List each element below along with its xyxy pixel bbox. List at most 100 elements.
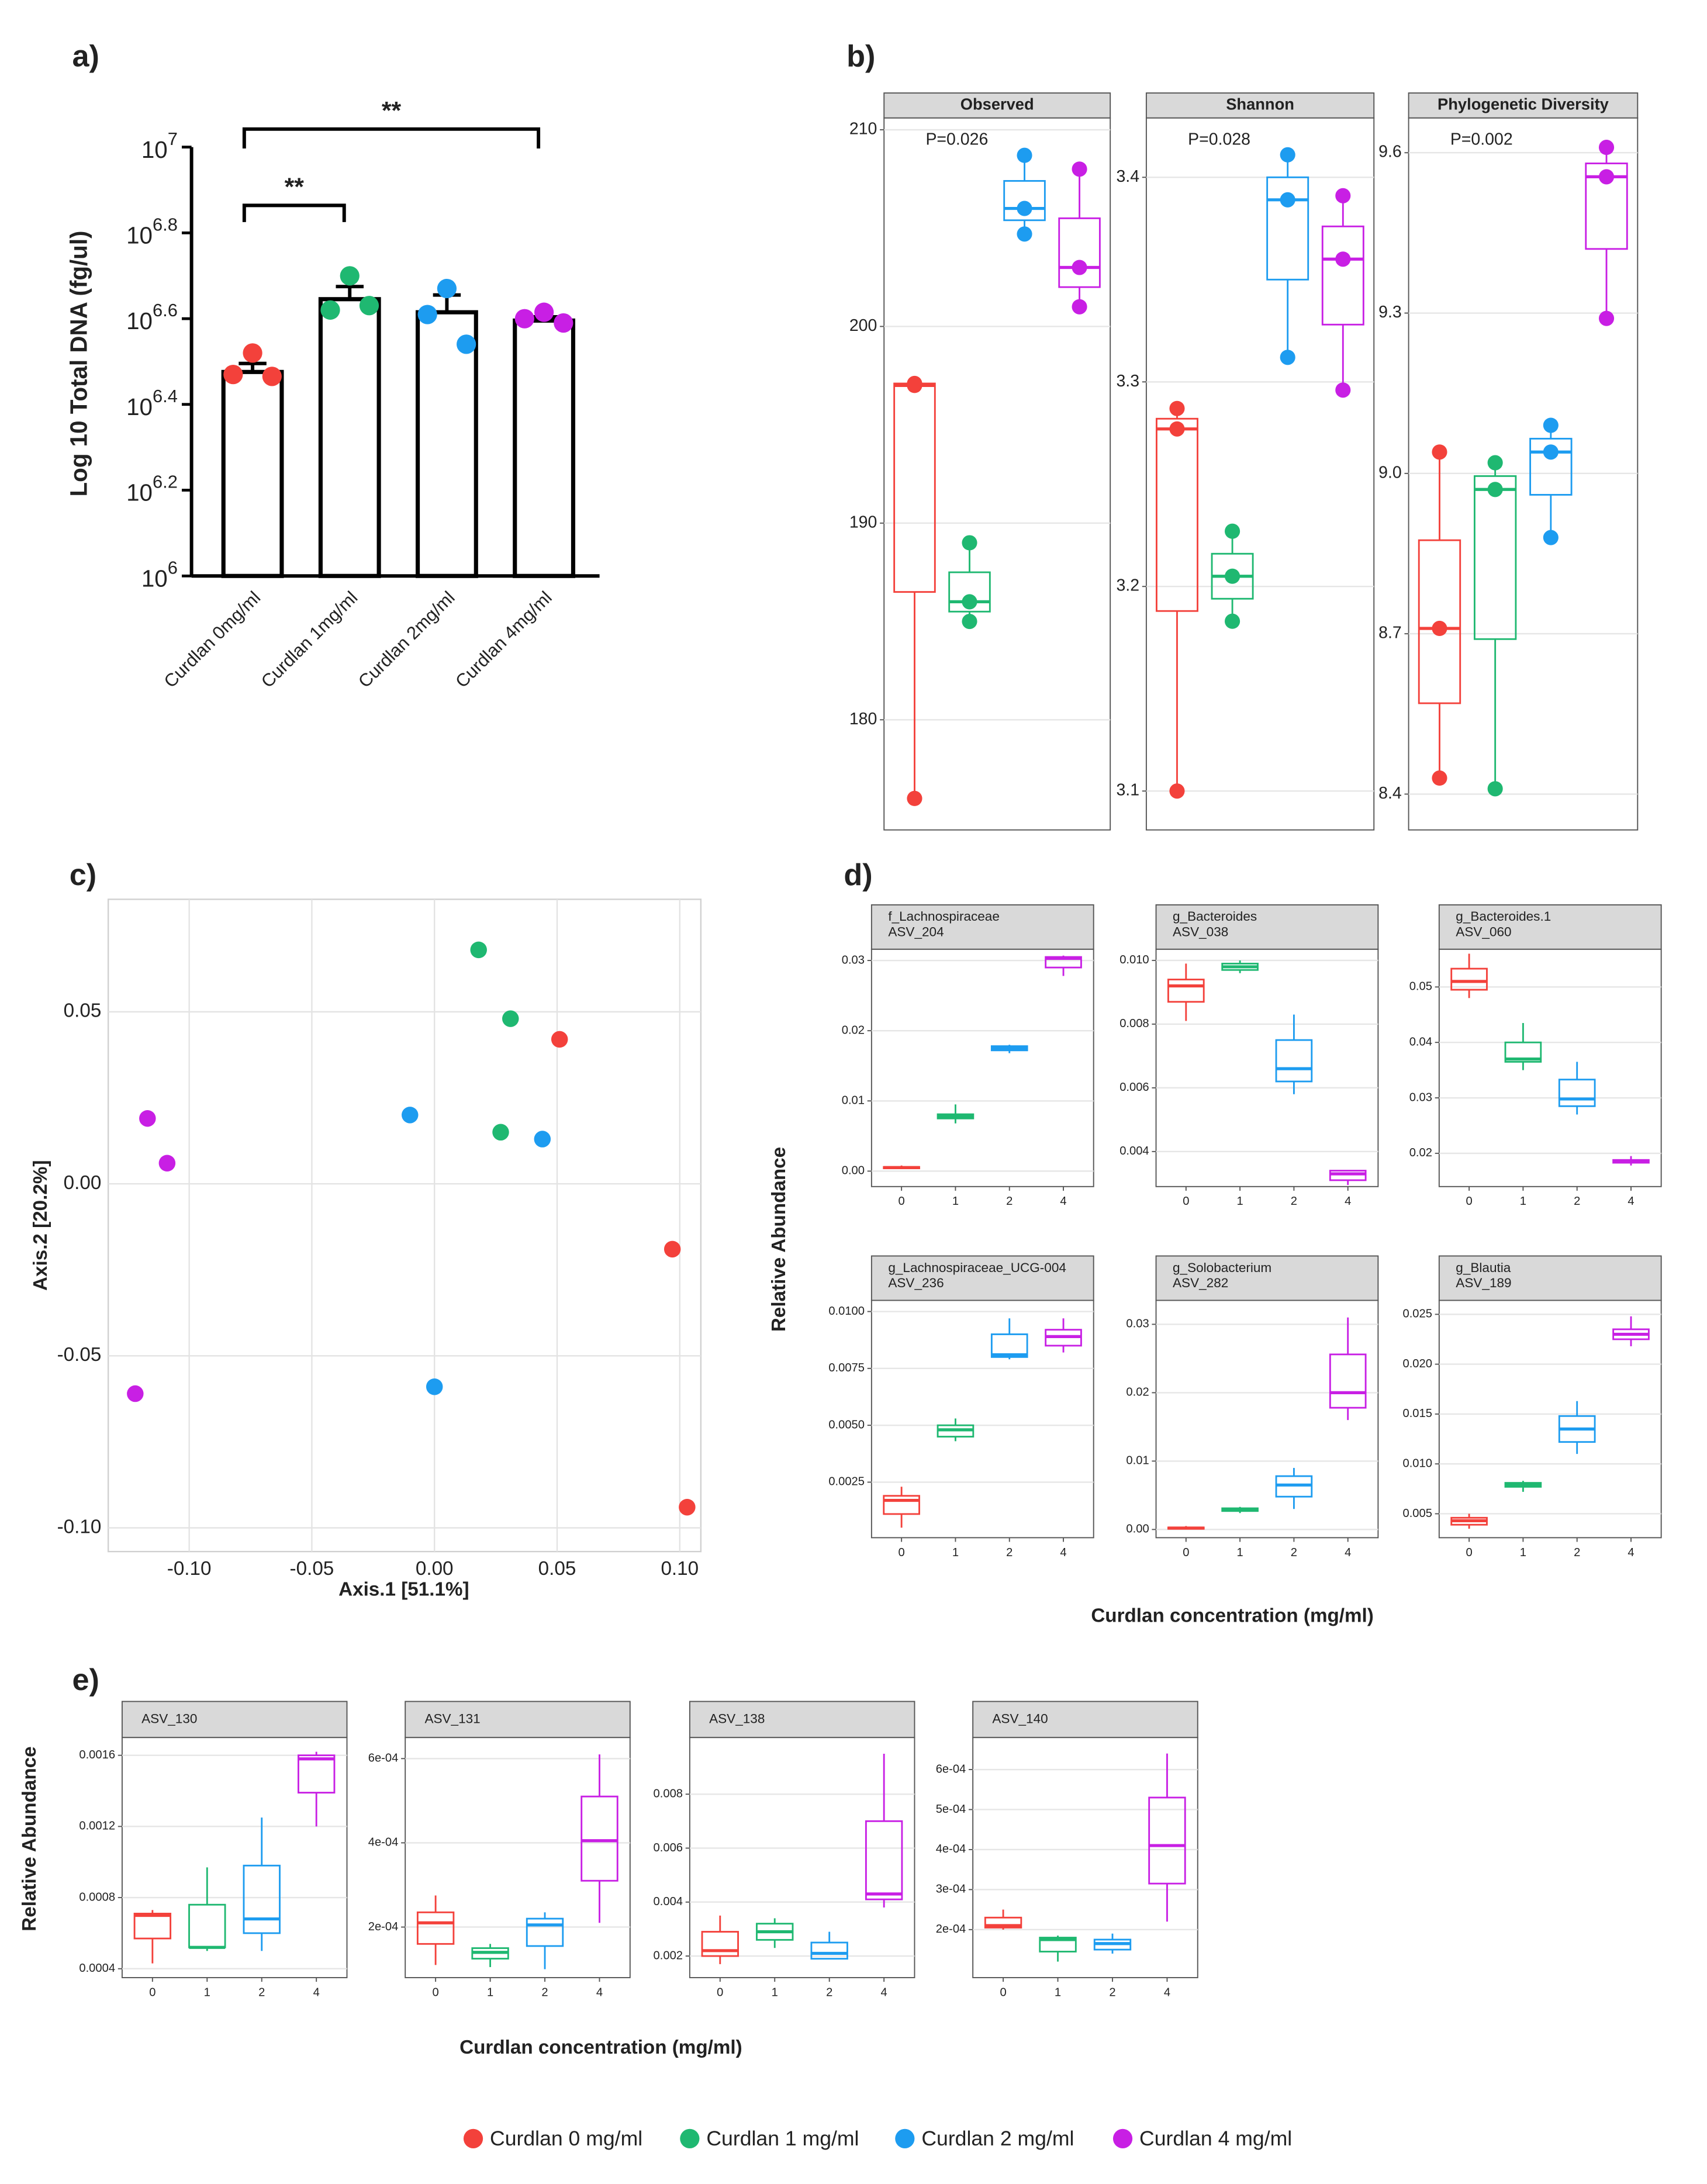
data-point [1543,417,1559,433]
x-tick-label: 1 [204,1986,210,1999]
y-tick-label: 210 [849,120,877,139]
plot-area [870,948,1094,1187]
box [526,1917,564,1947]
box [1167,979,1205,1003]
plot-area [1155,948,1379,1187]
data-point [1280,350,1295,365]
data-point [1487,482,1503,497]
y-tick-label: 0.01 [842,1094,865,1107]
x-tick-label: 0 [717,1986,723,1999]
data-point [664,1240,681,1258]
x-tick-label: 0 [149,1986,156,1999]
data-point [1017,147,1032,163]
strip [405,1701,631,1739]
y-axis-label: Relative Abundance [768,1147,790,1332]
x-tick-label: 4 [1164,1986,1170,1999]
x-tick-label: 0.00 [416,1558,454,1580]
box [701,1931,739,1957]
y-tick-label: 0.01 [1126,1454,1149,1467]
y-tick-label: 180 [849,710,877,728]
x-tick-label: 0 [1466,1546,1472,1559]
box [298,1754,336,1793]
data-point [1487,455,1503,471]
x-tick-label: 2 [541,1986,548,1999]
x-tick-label: 1 [772,1986,778,1999]
x-tick-label: Curdlan 1mg/ml [257,587,362,692]
box [1558,1079,1596,1107]
strip [1145,92,1375,119]
plot-area [883,117,1111,831]
y-tick-label: 0.010 [1119,953,1149,966]
y-tick-label: 0.00 [1126,1523,1149,1536]
facet-title: ASV_130 [141,1711,197,1726]
data-point [402,1107,419,1124]
legend-swatch [895,2128,915,2148]
data-point [1225,568,1240,584]
panel-label: a) [72,40,99,74]
y-tick-label: 0.03 [1409,1091,1432,1104]
panel-label: c) [70,858,96,892]
y-tick-label: 3.3 [1116,372,1139,391]
data-point [962,614,977,630]
x-tick-label: 2 [1006,1195,1013,1208]
data-point [139,1110,156,1127]
x-tick-label: 1 [952,1546,959,1559]
y-tick-label: 0.0050 [828,1418,865,1431]
box [1450,967,1488,991]
data-point [1169,783,1185,799]
y-tick-label: 3.2 [1116,576,1139,595]
y-tick-label: 0.00 [64,1172,102,1194]
p-value: P=0.026 [925,130,988,148]
bar [416,310,478,578]
facet-title: ASV_189 [1456,1276,1511,1290]
y-tick-label: 0.03 [842,953,865,966]
data-point [1169,400,1185,416]
data-point [1335,251,1351,267]
box [133,1913,172,1940]
data-point [1432,620,1447,637]
facet-title: Shannon [1226,95,1294,113]
plot-area [405,1737,631,1978]
significance-label: ** [285,173,305,201]
plot-area [121,1737,348,1978]
y-tick-label: 6e-04 [936,1763,966,1775]
data-point [426,1378,443,1395]
plot-area [870,1300,1094,1539]
box [1473,475,1517,640]
y-tick-label: 0.05 [64,1000,102,1022]
x-tick-label: Curdlan 4mg/ml [451,587,556,692]
data-point [1335,382,1351,398]
panel-label: e) [72,1663,99,1697]
box [1418,539,1461,704]
y-tick-label: 0.0004 [79,1962,115,1975]
facet-title: ASV_236 [888,1276,944,1290]
x-tick-label: 0 [433,1986,439,1999]
data-point [1072,260,1087,275]
box [1275,1039,1313,1083]
y-tick-label: 106.6 [126,300,178,334]
box [883,1495,920,1515]
y-tick-label: 0.004 [654,1895,683,1908]
y-tick-label: 3.1 [1116,781,1139,800]
data-point [1169,421,1185,437]
x-tick-label: 1 [1055,1986,1061,1999]
data-point [1335,188,1351,203]
plot-area [972,1737,1198,1978]
significance-bracket [242,203,346,222]
box [1321,225,1364,326]
x-tick-label: 0 [899,1195,905,1208]
x-tick-label: 1 [952,1195,959,1208]
y-tick-label: 2e-04 [368,1920,399,1933]
x-tick-label: 2 [1006,1546,1013,1559]
box [1266,176,1309,281]
data-point [1072,299,1087,315]
strip [1438,1255,1662,1301]
facet-title: ASV_138 [709,1711,765,1726]
box [243,1864,281,1934]
data-point [1598,140,1615,155]
y-tick-label: 0.002 [654,1949,683,1962]
strip [1155,1255,1379,1301]
y-tick-label: 8.7 [1378,624,1402,642]
facet-title: f_Lachnospiraceae [888,909,1000,924]
strip [121,1701,348,1739]
